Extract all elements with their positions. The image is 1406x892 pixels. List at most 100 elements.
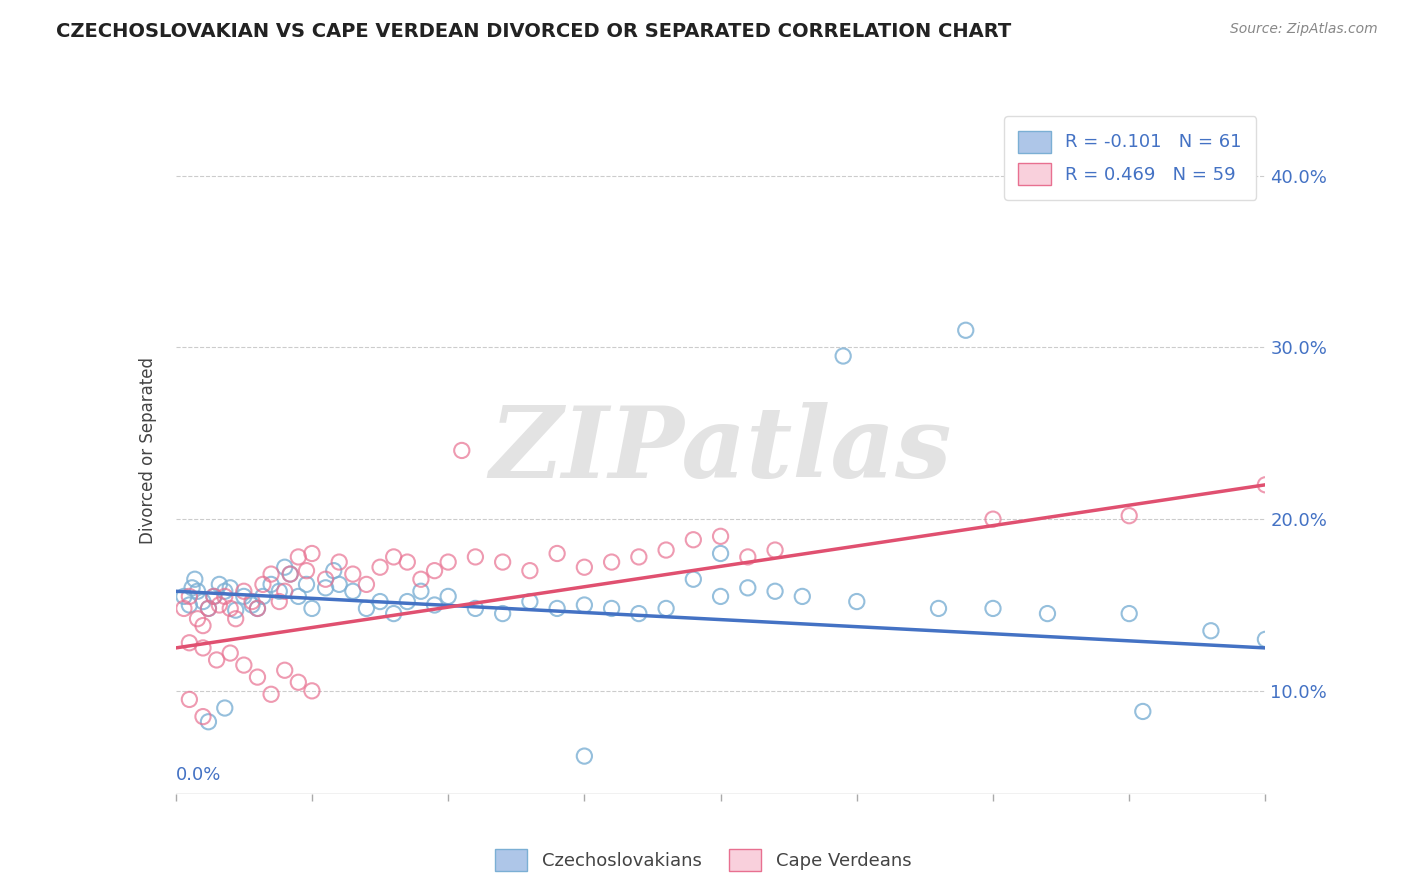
Point bbox=[295, 564, 318, 578]
Point bbox=[197, 714, 219, 729]
Point bbox=[315, 572, 337, 586]
Point bbox=[208, 577, 231, 591]
Point bbox=[600, 555, 623, 569]
Point bbox=[274, 663, 297, 677]
Point bbox=[737, 549, 759, 564]
Point bbox=[928, 601, 950, 615]
Point bbox=[197, 601, 219, 615]
Point bbox=[191, 640, 214, 655]
Point bbox=[315, 581, 337, 595]
Point bbox=[682, 533, 704, 547]
Point bbox=[1118, 607, 1140, 621]
Point bbox=[191, 709, 214, 723]
Point bbox=[423, 598, 446, 612]
Point bbox=[186, 584, 209, 599]
Point bbox=[519, 594, 541, 608]
Point bbox=[710, 590, 733, 604]
Point bbox=[197, 601, 219, 615]
Point bbox=[202, 590, 225, 604]
Point bbox=[202, 590, 225, 604]
Point bbox=[184, 572, 207, 586]
Point bbox=[269, 594, 291, 608]
Y-axis label: Divorced or Separated: Divorced or Separated bbox=[139, 357, 157, 544]
Point bbox=[219, 601, 242, 615]
Point bbox=[322, 564, 344, 578]
Point bbox=[219, 581, 242, 595]
Point bbox=[492, 607, 515, 621]
Point bbox=[301, 546, 323, 561]
Point bbox=[450, 443, 472, 458]
Point bbox=[546, 546, 568, 561]
Point bbox=[981, 512, 1004, 526]
Point bbox=[574, 749, 596, 764]
Point bbox=[600, 601, 623, 615]
Point bbox=[301, 683, 323, 698]
Point bbox=[437, 555, 460, 569]
Point bbox=[179, 636, 201, 650]
Point bbox=[792, 590, 814, 604]
Point bbox=[437, 590, 460, 604]
Point bbox=[342, 567, 364, 582]
Point bbox=[409, 572, 432, 586]
Point bbox=[423, 564, 446, 578]
Point bbox=[655, 601, 678, 615]
Point bbox=[356, 601, 378, 615]
Point bbox=[269, 584, 291, 599]
Point bbox=[214, 584, 236, 599]
Point bbox=[214, 701, 236, 715]
Text: 0.0%: 0.0% bbox=[176, 766, 221, 784]
Point bbox=[737, 581, 759, 595]
Point bbox=[278, 567, 301, 582]
Point bbox=[205, 653, 228, 667]
Point bbox=[655, 543, 678, 558]
Point bbox=[287, 675, 309, 690]
Point bbox=[232, 658, 254, 673]
Point bbox=[464, 601, 486, 615]
Point bbox=[278, 567, 301, 582]
Point bbox=[574, 560, 596, 574]
Point bbox=[832, 349, 855, 363]
Point bbox=[328, 555, 350, 569]
Point bbox=[382, 607, 405, 621]
Point bbox=[710, 529, 733, 543]
Point bbox=[1199, 624, 1222, 638]
Point bbox=[191, 594, 214, 608]
Point bbox=[763, 584, 786, 599]
Point bbox=[342, 584, 364, 599]
Text: ZIPatlas: ZIPatlas bbox=[489, 402, 952, 499]
Point bbox=[274, 560, 297, 574]
Point bbox=[382, 549, 405, 564]
Point bbox=[246, 601, 269, 615]
Point bbox=[173, 590, 195, 604]
Point bbox=[845, 594, 868, 608]
Point bbox=[396, 555, 419, 569]
Point bbox=[232, 590, 254, 604]
Point bbox=[368, 594, 391, 608]
Point bbox=[519, 564, 541, 578]
Point bbox=[186, 612, 209, 626]
Point bbox=[409, 584, 432, 599]
Point bbox=[464, 549, 486, 564]
Point bbox=[287, 549, 309, 564]
Point bbox=[546, 601, 568, 615]
Point bbox=[627, 549, 650, 564]
Point bbox=[191, 618, 214, 632]
Legend: R = -0.101   N = 61, R = 0.469   N = 59: R = -0.101 N = 61, R = 0.469 N = 59 bbox=[1004, 116, 1257, 200]
Point bbox=[301, 601, 323, 615]
Point bbox=[492, 555, 515, 569]
Point bbox=[252, 577, 274, 591]
Point bbox=[240, 598, 263, 612]
Point bbox=[208, 598, 231, 612]
Point bbox=[710, 546, 733, 561]
Point bbox=[574, 598, 596, 612]
Point bbox=[1118, 508, 1140, 523]
Point bbox=[368, 560, 391, 574]
Point bbox=[214, 590, 236, 604]
Point bbox=[682, 572, 704, 586]
Point bbox=[246, 601, 269, 615]
Point bbox=[179, 590, 201, 604]
Point bbox=[225, 603, 247, 617]
Point bbox=[225, 612, 247, 626]
Point bbox=[240, 594, 263, 608]
Point bbox=[1254, 478, 1277, 492]
